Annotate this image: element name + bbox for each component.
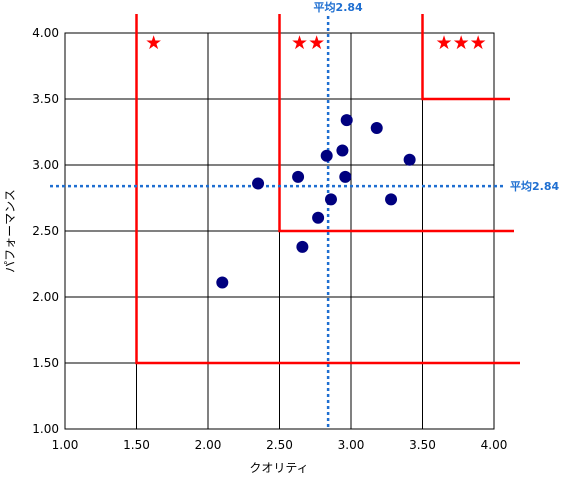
rating-zones: ★ ★★ ★★★	[135, 14, 520, 365]
data-point	[403, 153, 416, 166]
x-axis-title: クオリティ	[249, 461, 308, 475]
y-tick-label: 1.00	[32, 422, 59, 436]
data-point	[385, 193, 398, 206]
x-tick-label: 1.00	[52, 438, 79, 452]
x-tick-label: 4.00	[481, 438, 508, 452]
data-point	[312, 211, 325, 224]
data-point	[292, 170, 305, 183]
data-points	[216, 114, 416, 289]
x-tick-label: 2.00	[195, 438, 222, 452]
x-tick-label: 3.00	[338, 438, 365, 452]
data-point	[252, 177, 265, 190]
data-point	[324, 193, 337, 206]
zone-stars: ★	[145, 32, 162, 54]
zone-boundary	[421, 14, 510, 101]
data-point	[296, 240, 309, 253]
zone-stars: ★★	[291, 32, 325, 54]
x-tick-label: 3.50	[409, 438, 436, 452]
y-axis-title: パフォーマンス	[3, 189, 17, 273]
zone-boundary	[278, 14, 514, 233]
mean-lines: 平均2.84 平均2.84	[50, 0, 559, 429]
y-tick-label: 1.50	[32, 356, 59, 370]
data-point	[370, 122, 383, 135]
y-tick-label: 3.00	[32, 158, 59, 172]
zone-boundary	[135, 14, 520, 365]
x-tick-label: 2.50	[266, 438, 293, 452]
zone-stars: ★★★	[436, 32, 487, 54]
y-tick-label: 4.00	[32, 26, 59, 40]
y-tick-label: 2.00	[32, 290, 59, 304]
mean-x-label: 平均2.84	[314, 0, 363, 14]
mean-y-label: 平均2.84	[510, 179, 559, 193]
x-tick-label: 1.50	[123, 438, 150, 452]
y-tick-label: 3.50	[32, 92, 59, 106]
x-axis-ticks: 1.00 1.50 2.00 2.50 3.00 3.50 4.00	[52, 438, 508, 452]
data-point	[336, 144, 349, 157]
y-axis-ticks: 1.00 1.50 2.00 2.50 3.00 3.50 4.00	[32, 26, 59, 436]
y-tick-label: 2.50	[32, 224, 59, 238]
data-point	[320, 149, 333, 162]
data-point	[216, 276, 229, 289]
data-point	[339, 170, 352, 183]
data-point	[340, 114, 353, 127]
